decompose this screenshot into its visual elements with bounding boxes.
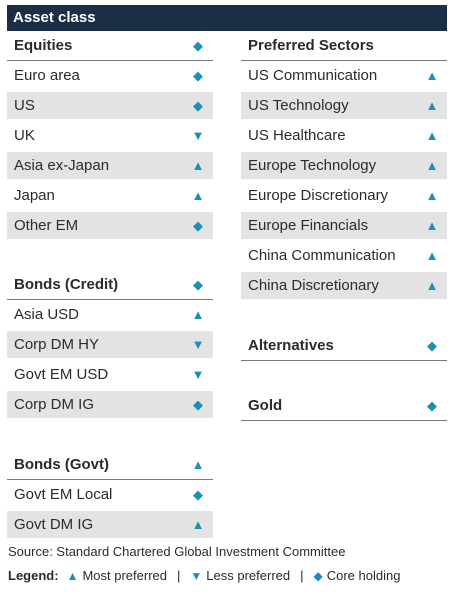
list-item-label: Asia ex-Japan <box>14 157 110 174</box>
up-triangle-icon: ▲ <box>425 128 439 143</box>
list-item: Corp DM HY ▼ <box>7 331 213 358</box>
list-item-label: US <box>14 97 35 114</box>
up-triangle-icon: ▲ <box>191 517 205 532</box>
bonds-govt-up-triangle-icon: ▲ <box>191 457 205 472</box>
list-item-label: Europe Technology <box>248 157 377 174</box>
list-item: Euro area ◆ <box>7 62 213 89</box>
up-triangle-icon: ▲ <box>425 188 439 203</box>
list-item: Europe Discretionary ▲ <box>241 182 447 209</box>
list-item-label: China Discretionary <box>248 277 379 294</box>
list-item: UK ▼ <box>7 122 213 149</box>
list-item: US ◆ <box>7 92 213 119</box>
gold-diamond-icon: ◆ <box>427 397 437 413</box>
list-item: US Technology ▲ <box>241 92 447 119</box>
legend-less-preferred: Less preferred <box>206 568 291 583</box>
down-triangle-icon: ▼ <box>190 568 203 583</box>
up-triangle-icon: ▲ <box>425 278 439 293</box>
list-item: Other EM ◆ <box>7 212 213 239</box>
list-item-label: UK <box>14 127 35 144</box>
diamond-icon: ◆ <box>193 67 203 83</box>
list-item-label: Europe Financials <box>248 217 369 234</box>
down-triangle-icon: ▼ <box>191 128 205 143</box>
list-item-label: Other EM <box>14 217 79 234</box>
legend-title: Legend: <box>8 568 59 583</box>
list-item: US Healthcare ▲ <box>241 122 447 149</box>
legend-most-preferred: Most preferred <box>82 568 167 583</box>
diamond-icon: ◆ <box>313 568 323 583</box>
list-item: Europe Technology ▲ <box>241 152 447 179</box>
up-triangle-icon: ▲ <box>191 188 205 203</box>
source-note: Source: Standard Chartered Global Invest… <box>8 544 346 559</box>
up-triangle-icon: ▲ <box>425 218 439 233</box>
diamond-icon: ◆ <box>193 97 203 113</box>
list-item-label: Corp DM IG <box>14 396 95 413</box>
bonds-credit-title: Bonds (Credit) <box>14 276 119 293</box>
list-item-label: Govt EM Local <box>14 486 113 503</box>
diamond-icon: ◆ <box>193 396 203 412</box>
up-triangle-icon: ▲ <box>425 158 439 173</box>
list-item: Govt EM Local ◆ <box>7 481 213 508</box>
list-item-label: US Technology <box>248 97 349 114</box>
list-item: US Communication ▲ <box>241 62 447 89</box>
list-item: Asia USD ▲ <box>7 301 213 328</box>
equities-diamond-icon: ◆ <box>193 37 203 53</box>
up-triangle-icon: ▲ <box>425 248 439 263</box>
list-item-label: Govt EM USD <box>14 366 109 383</box>
preferred-sectors-title-row: Preferred Sectors <box>241 31 447 61</box>
list-item: China Discretionary ▲ <box>241 272 447 299</box>
list-item: China Communication ▲ <box>241 242 447 269</box>
list-item-label: Japan <box>14 187 55 204</box>
bonds-credit-title-row: Bonds (Credit) ◆ <box>7 270 213 300</box>
bonds-govt-title-row: Bonds (Govt) ▲ <box>7 450 213 480</box>
legend-core-holding: Core holding <box>326 568 401 583</box>
alternatives-diamond-icon: ◆ <box>427 337 437 353</box>
list-item: Asia ex-Japan ▲ <box>7 152 213 179</box>
alternatives-title-row: Alternatives ◆ <box>241 331 447 361</box>
diamond-icon: ◆ <box>193 486 203 502</box>
list-item: Japan ▲ <box>7 182 213 209</box>
list-item: Corp DM IG ◆ <box>7 391 213 418</box>
list-item-label: Europe Discretionary <box>248 187 389 204</box>
alternatives-title: Alternatives <box>248 337 334 354</box>
legend-separator: | <box>300 568 304 583</box>
legend-separator: | <box>177 568 181 583</box>
list-item-label: Asia USD <box>14 306 80 323</box>
up-triangle-icon: ▲ <box>191 158 205 173</box>
list-item-label: US Communication <box>248 67 378 84</box>
bonds-credit-diamond-icon: ◆ <box>193 276 203 292</box>
asset-class-header: Asset class <box>7 5 447 31</box>
list-item: Govt DM IG ▲ <box>7 511 213 538</box>
list-item-label: Govt DM IG <box>14 516 94 533</box>
legend: Legend: ▲ Most preferred | ▼ Less prefer… <box>8 568 400 583</box>
down-triangle-icon: ▼ <box>191 367 205 382</box>
up-triangle-icon: ▲ <box>425 68 439 83</box>
up-triangle-icon: ▲ <box>66 568 79 583</box>
list-item: Govt EM USD ▼ <box>7 361 213 388</box>
up-triangle-icon: ▲ <box>191 307 205 322</box>
gold-title-row: Gold ◆ <box>241 391 447 421</box>
list-item-label: US Healthcare <box>248 127 346 144</box>
list-item-label: China Communication <box>248 247 396 264</box>
gold-title: Gold <box>248 397 283 414</box>
bonds-govt-title: Bonds (Govt) <box>14 456 109 473</box>
list-item-label: Euro area <box>14 67 80 84</box>
equities-title-row: Equities ◆ <box>7 31 213 61</box>
diamond-icon: ◆ <box>193 217 203 233</box>
up-triangle-icon: ▲ <box>425 98 439 113</box>
preferred-sectors-title: Preferred Sectors <box>248 37 374 54</box>
list-item: Europe Financials ▲ <box>241 212 447 239</box>
down-triangle-icon: ▼ <box>191 337 205 352</box>
equities-title: Equities <box>14 37 73 54</box>
list-item-label: Corp DM HY <box>14 336 100 353</box>
